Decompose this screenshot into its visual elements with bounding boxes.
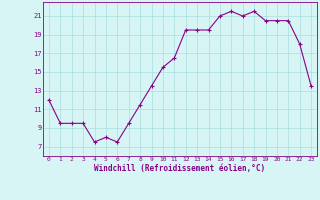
X-axis label: Windchill (Refroidissement éolien,°C): Windchill (Refroidissement éolien,°C) xyxy=(94,164,266,173)
